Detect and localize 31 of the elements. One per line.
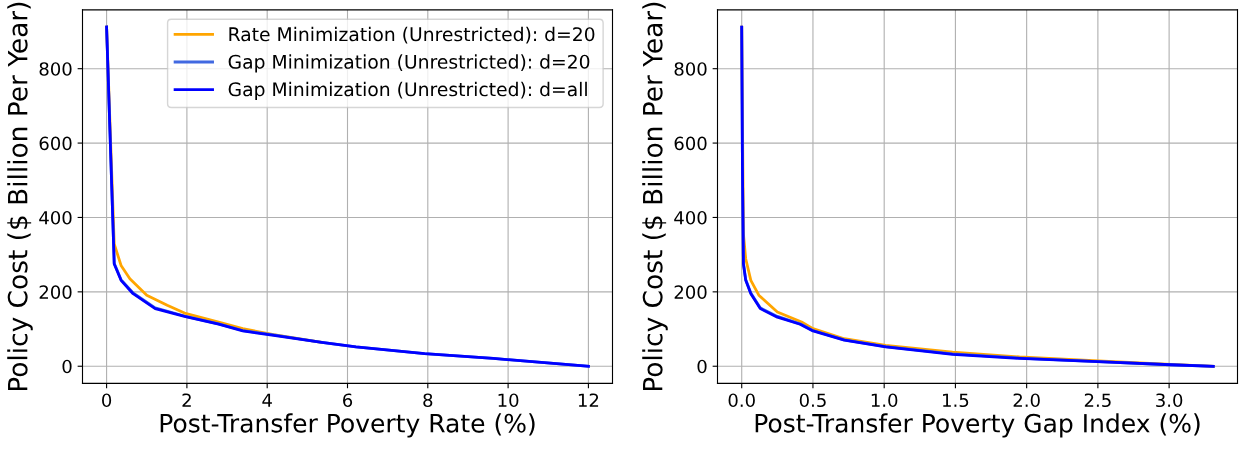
x-tick-label: 1.0 xyxy=(871,393,898,408)
x-tick-label: 12 xyxy=(578,393,599,407)
y-axis-title: Policy Cost ($ Billion Per Year) xyxy=(642,2,668,391)
x-tick-label: 2 xyxy=(182,393,191,407)
y-tick-label: 600 xyxy=(39,136,72,151)
legend-label: Rate Minimization (Unrestricted): d=20 xyxy=(229,26,595,44)
x-tick-label: 0.5 xyxy=(799,393,826,408)
y-tick-label: 400 xyxy=(674,210,707,225)
y-tick-label: 800 xyxy=(674,62,707,76)
x-axis-title: Post-Transfer Poverty Rate (%) xyxy=(160,413,535,438)
x-axis-title: Post-Transfer Poverty Gap Index (%) xyxy=(755,413,1200,438)
y-axis-title: Policy Cost ($ Billion Per Year) xyxy=(7,2,33,391)
x-tick-label: 6 xyxy=(343,393,353,408)
y-tick-label: 0 xyxy=(62,359,72,374)
x-tick-label: 2.5 xyxy=(1084,393,1111,408)
x-tick-label: 8 xyxy=(423,393,433,408)
x-tick-label: 2.0 xyxy=(1013,393,1040,408)
y-tick-label: 800 xyxy=(39,62,72,76)
x-tick-label: 1.5 xyxy=(943,393,969,408)
y-tick-label: 600 xyxy=(674,136,707,151)
x-tick-label: 0 xyxy=(102,393,112,408)
y-tick-label: 400 xyxy=(39,210,72,225)
x-tick-label: 4 xyxy=(262,393,272,407)
x-tick-label: 10 xyxy=(498,393,519,408)
y-tick-label: 200 xyxy=(39,285,72,299)
legend-label: Gap Minimization (Unrestricted): d=20 xyxy=(228,54,590,73)
y-tick-label: 0 xyxy=(697,359,707,374)
x-tick-label: 0.0 xyxy=(728,393,755,408)
x-tick-label: 3.0 xyxy=(1156,393,1183,408)
legend-label: Gap Minimization (Unrestricted): d=all xyxy=(228,81,587,100)
y-tick-label: 200 xyxy=(674,285,707,299)
